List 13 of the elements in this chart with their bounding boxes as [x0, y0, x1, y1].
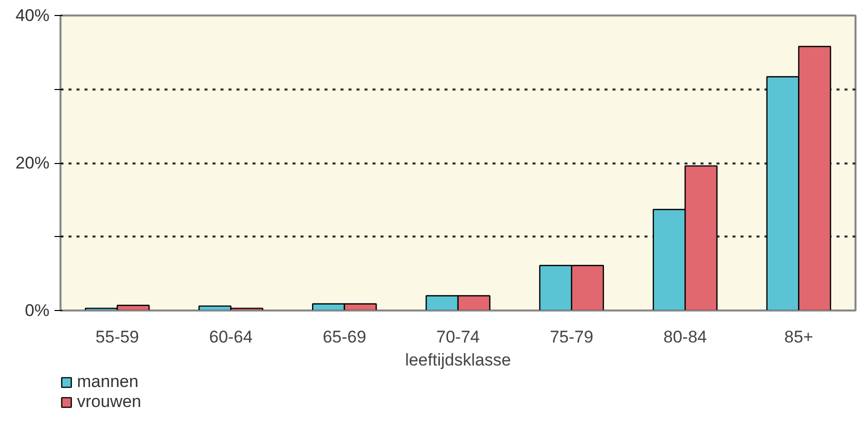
x-axis-title: leeftijdsklasse — [405, 350, 511, 370]
y-tick-label: 20% — [15, 154, 50, 172]
legend-label: mannen — [77, 372, 138, 392]
x-tick-label: 75-79 — [550, 328, 594, 346]
x-tick-label: 55-59 — [96, 328, 140, 346]
legend-label: vrouwen — [77, 392, 142, 412]
x-tick-label: 60-64 — [209, 328, 253, 346]
x-tick-label: 65-69 — [322, 328, 366, 346]
y-tick-label: 40% — [15, 6, 50, 25]
x-tick-label: 70-74 — [436, 328, 480, 346]
x-tick-label: 85+ — [784, 328, 814, 346]
y-tick-label: 0% — [24, 301, 50, 320]
x-tick-label: 80-84 — [663, 328, 707, 346]
